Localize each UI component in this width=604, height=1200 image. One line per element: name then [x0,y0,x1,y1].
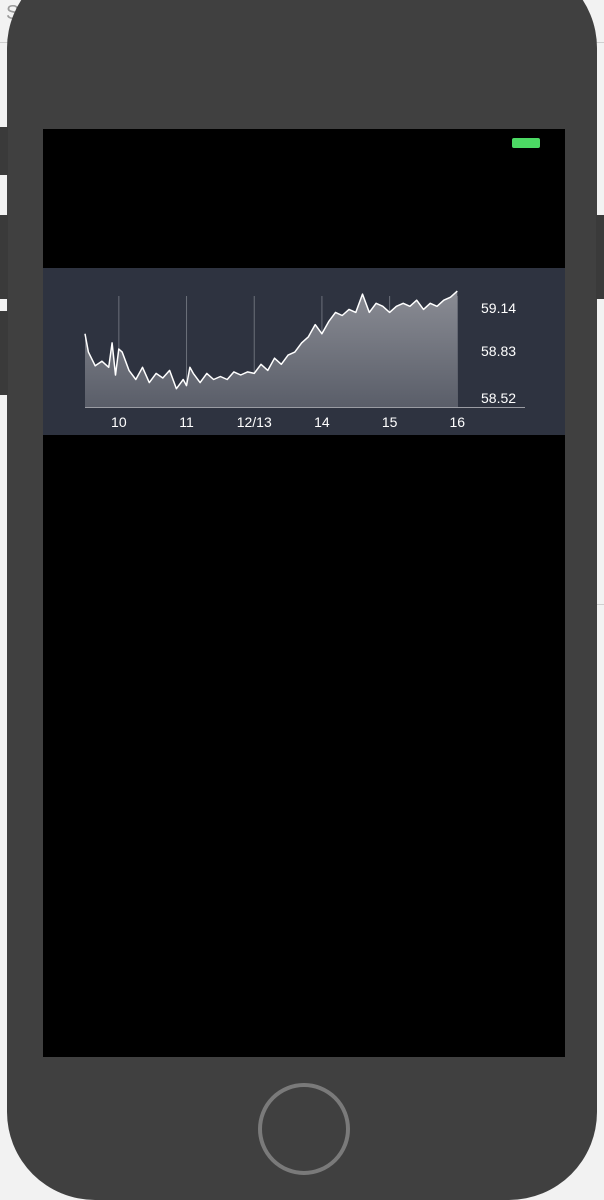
x-tick-label-5: 16 [450,414,466,430]
x-tick-label-0: 10 [111,414,127,430]
y-tick-label-0: 59.14 [481,300,516,316]
volume-up-button [0,215,8,299]
price-area-fill [85,291,458,407]
x-tick-label-2: 12/13 [237,414,272,430]
mute-switch [0,127,8,175]
x-tick-label-4: 15 [382,414,398,430]
volume-down-button [0,311,8,395]
x-tick-label-1: 11 [179,414,194,430]
power-button [596,215,604,299]
home-button[interactable] [258,1083,350,1175]
price-line [84,290,458,390]
x-tick-label-3: 14 [314,414,330,430]
stock-chart-panel: 10 11 12/13 14 15 16 59.14 58.83 58.52 [43,268,565,435]
device-screen: 10 11 12/13 14 15 16 59.14 58.83 58.52 [43,129,565,1057]
stock-chart: 10 11 12/13 14 15 16 59.14 58.83 58.52 [84,290,525,430]
y-tick-label-2: 58.52 [481,390,516,406]
battery-icon [512,138,540,148]
y-tick-label-1: 58.83 [481,343,516,359]
